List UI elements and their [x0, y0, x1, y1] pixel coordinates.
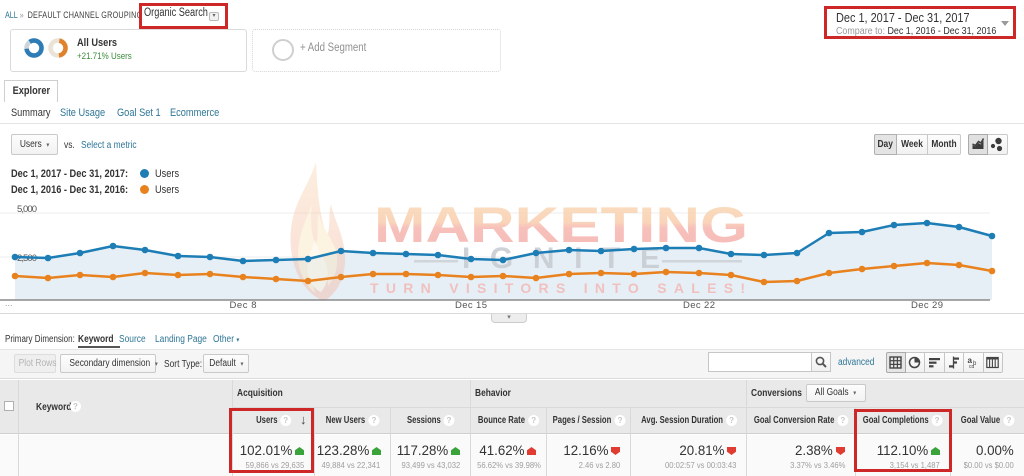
svg-text:b: b — [973, 361, 977, 367]
svg-text:cd: cd — [969, 364, 975, 369]
svg-text:...: ... — [5, 298, 13, 308]
svg-text:Dec 8: Dec 8 — [230, 300, 257, 311]
svg-text:Dec 29: Dec 29 — [911, 300, 943, 311]
svg-text:Dec 22: Dec 22 — [683, 300, 715, 311]
svg-text:Dec 15: Dec 15 — [455, 300, 487, 311]
svg-text:a: a — [967, 356, 972, 365]
svg-text:5,000: 5,000 — [17, 204, 37, 215]
svg-text:MARKETING: MARKETING — [374, 197, 748, 253]
